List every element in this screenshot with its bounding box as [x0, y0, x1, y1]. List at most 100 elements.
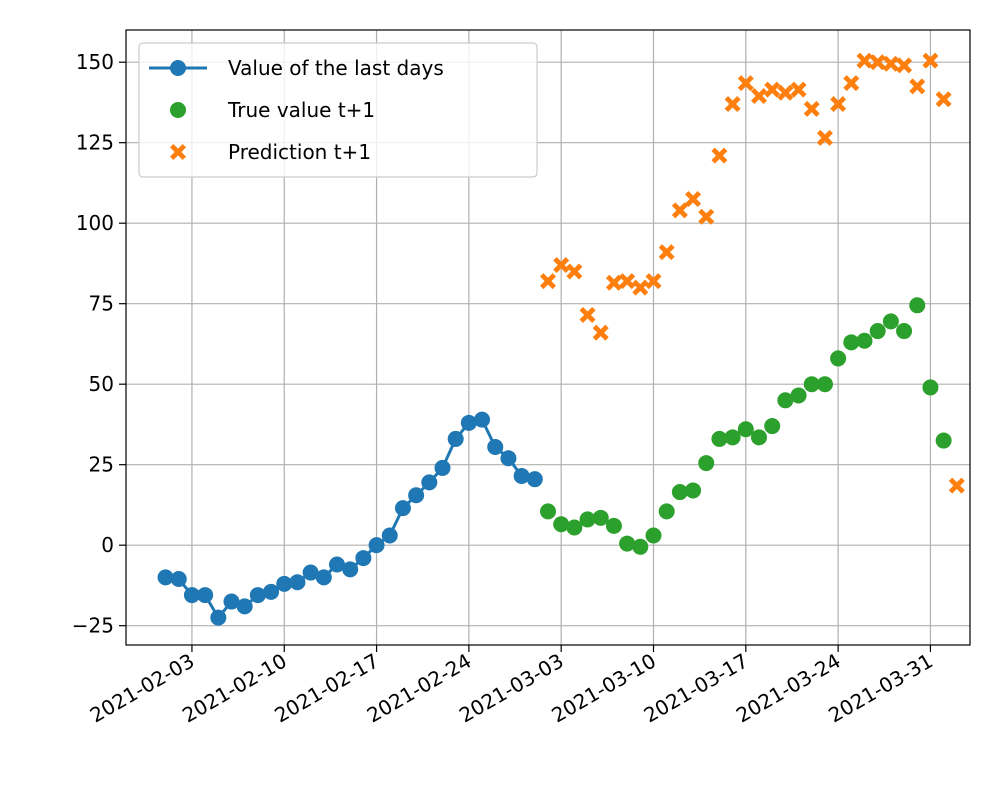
data-point — [724, 96, 741, 113]
data-point — [882, 313, 899, 330]
data-point — [777, 84, 794, 101]
y-tick-label: 50 — [89, 372, 114, 396]
data-point — [553, 516, 570, 533]
data-point — [183, 587, 200, 604]
data-point — [764, 418, 781, 435]
legend-marker — [170, 144, 186, 160]
data-point — [896, 323, 913, 340]
y-tick-label: 125 — [76, 131, 114, 155]
data-point — [632, 538, 649, 555]
data-point — [619, 273, 636, 290]
data-point — [368, 537, 385, 554]
data-point — [777, 392, 794, 409]
data-point — [619, 535, 636, 552]
data-point — [157, 569, 174, 586]
data-point — [289, 574, 306, 591]
legend-marker — [170, 102, 186, 118]
data-point — [658, 244, 675, 261]
data-point — [843, 334, 860, 351]
data-point — [645, 273, 662, 290]
data-point — [394, 500, 411, 517]
data-point — [830, 350, 847, 367]
data-point — [935, 432, 952, 449]
data-point — [249, 587, 266, 604]
data-point — [922, 52, 939, 69]
data-point — [223, 593, 240, 610]
plot-area — [157, 52, 965, 626]
data-point — [816, 376, 833, 393]
data-point — [315, 569, 332, 586]
data-point — [790, 81, 807, 98]
data-point — [711, 430, 728, 447]
data-point — [909, 297, 926, 314]
data-point — [843, 75, 860, 92]
y-tick-label: 25 — [89, 453, 114, 477]
data-point — [434, 459, 451, 476]
data-point — [671, 484, 688, 501]
data-point — [605, 517, 622, 534]
axes-frame — [125, 29, 971, 646]
data-point — [803, 376, 820, 393]
data-point — [658, 503, 675, 520]
legend-label: True value t+1 — [227, 98, 375, 122]
data-point — [526, 471, 543, 488]
data-point — [724, 429, 741, 446]
data-point — [698, 208, 715, 225]
legend-label: Value of the last days — [228, 56, 444, 80]
data-point — [408, 487, 425, 504]
data-point — [170, 570, 187, 587]
data-point — [935, 91, 952, 108]
data-point — [592, 324, 609, 341]
data-point — [869, 54, 886, 71]
data-point — [342, 561, 359, 578]
data-point — [421, 474, 438, 491]
data-point — [566, 519, 583, 536]
series-2 — [540, 52, 965, 494]
data-point — [685, 482, 702, 499]
legend-entry: Prediction t+1 — [170, 140, 371, 164]
data-point — [447, 430, 464, 447]
data-point — [751, 88, 767, 105]
legend-box — [138, 42, 538, 178]
data-point — [698, 455, 715, 472]
data-point — [671, 202, 688, 219]
data-point — [605, 274, 622, 291]
series-0 — [157, 411, 543, 626]
data-point — [210, 609, 227, 626]
series-1 — [540, 297, 952, 555]
data-point — [856, 332, 873, 349]
data-point — [645, 527, 662, 544]
data-point — [513, 467, 530, 484]
data-point — [381, 527, 398, 544]
data-point — [803, 100, 820, 117]
data-point — [276, 575, 293, 592]
data-point — [751, 429, 767, 446]
data-point — [685, 191, 702, 208]
data-point — [236, 598, 253, 615]
data-point — [764, 81, 781, 98]
data-point — [540, 503, 556, 520]
data-point — [737, 421, 754, 438]
data-point — [460, 414, 477, 431]
data-point — [909, 78, 926, 95]
data-point — [355, 550, 372, 567]
data-point — [302, 564, 319, 581]
data-point — [737, 75, 754, 92]
y-tick-label: 0 — [101, 533, 114, 557]
data-point — [579, 511, 596, 528]
data-point — [632, 279, 649, 296]
legend: Value of the last days True value t+1 Pred… — [138, 42, 538, 178]
data-point — [474, 411, 491, 428]
data-point — [830, 96, 847, 113]
y-tick-label: 75 — [89, 292, 114, 316]
data-point — [540, 273, 556, 290]
data-point — [882, 55, 899, 72]
data-point — [592, 509, 609, 526]
legend-marker — [170, 60, 186, 76]
legend-entry: Value of the last days — [149, 56, 444, 80]
data-point — [869, 323, 886, 340]
legend-label: Prediction t+1 — [228, 140, 371, 164]
data-point — [948, 477, 965, 494]
data-point — [922, 379, 939, 396]
